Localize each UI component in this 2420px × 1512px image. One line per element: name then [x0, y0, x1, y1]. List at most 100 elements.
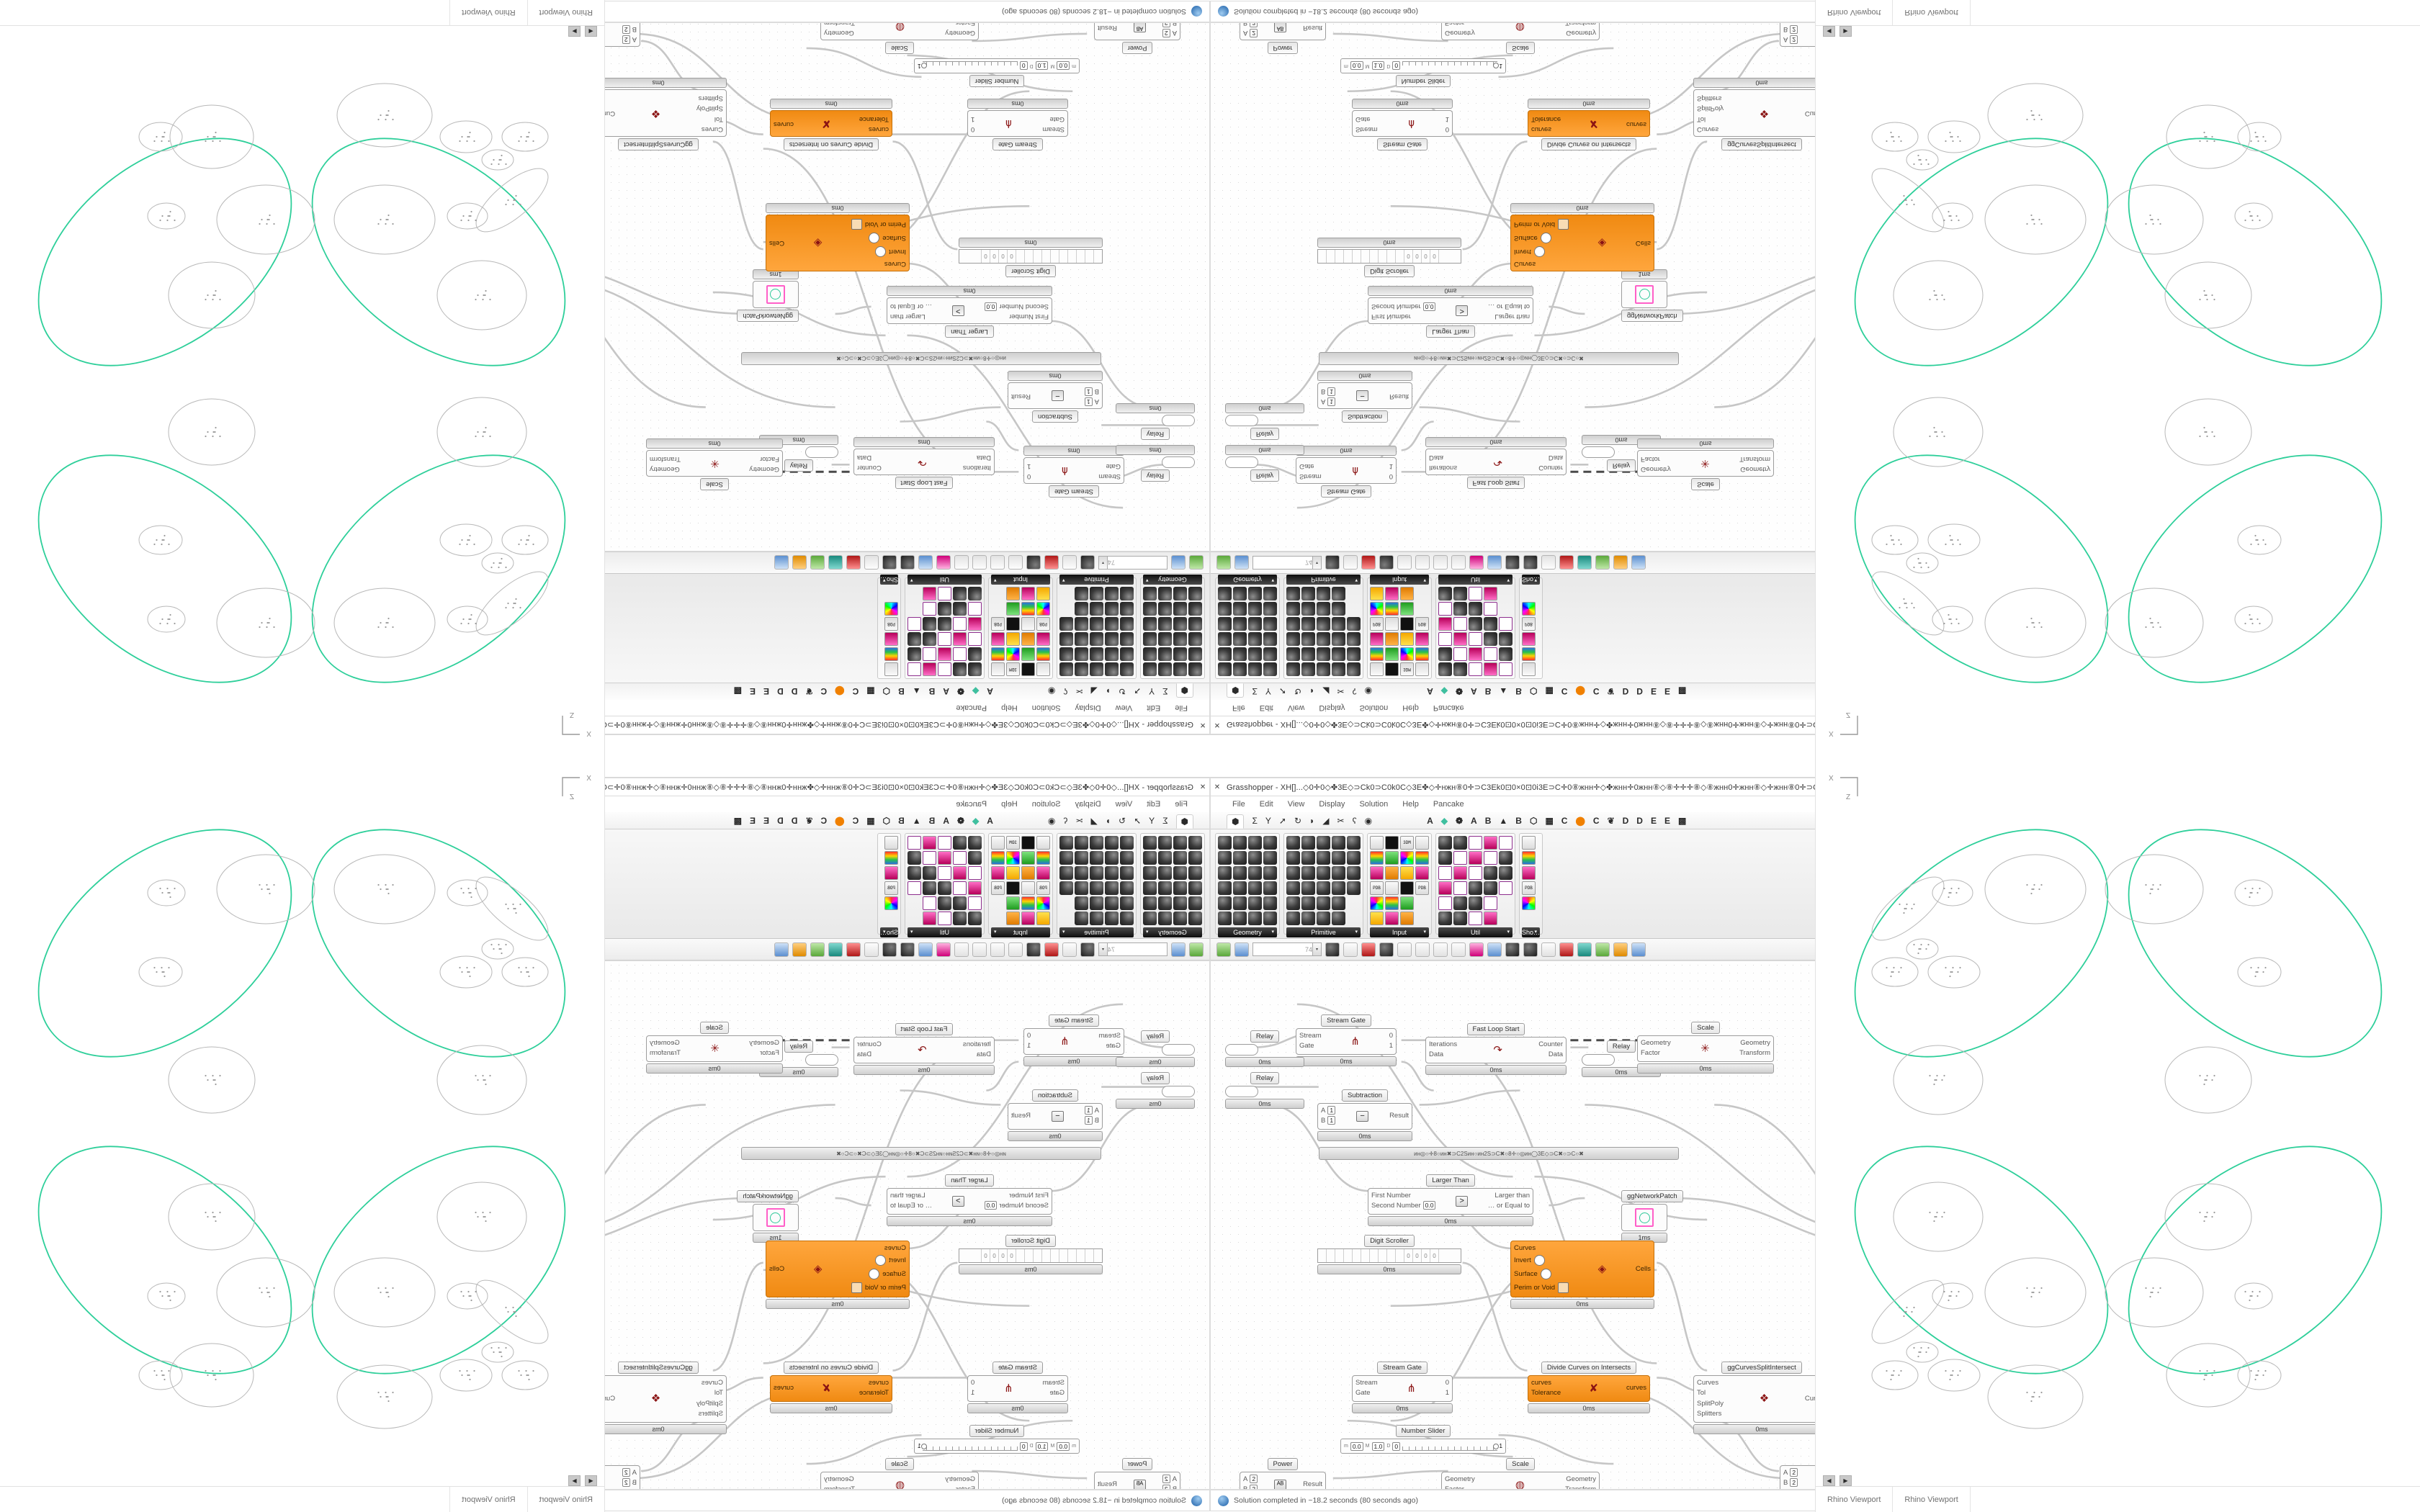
- output-pin[interactable]: Transform: [1565, 1485, 1596, 1490]
- boolean-box-icon[interactable]: [851, 218, 862, 230]
- palette-icon[interactable]: [938, 866, 951, 880]
- document-icon[interactable]: [972, 555, 987, 570]
- palette-icon[interactable]: [1006, 896, 1020, 910]
- palette-icon[interactable]: [1006, 912, 1020, 925]
- pin-value[interactable]: 0.0: [984, 302, 998, 311]
- palette-icon[interactable]: [968, 851, 982, 865]
- menu-item-solution[interactable]: Solution: [1031, 703, 1061, 712]
- input-pin[interactable]: Tolerance: [1531, 1389, 1561, 1398]
- palette-icon[interactable]: [1484, 587, 1497, 600]
- output-pin[interactable]: Result: [1303, 23, 1322, 32]
- viewport-nav-arrows[interactable]: ◀ ▶: [1823, 1475, 1852, 1486]
- ribbon-tab-r0[interactable]: A: [1427, 815, 1433, 826]
- gh-panel[interactable]: ин◎○✛8○ин✖⊃C2Sин○ин2S⊃C✖○8✛○◎ин◯3E◇⊃C✖○⊃…: [1319, 1147, 1679, 1160]
- palette-icon[interactable]: [1332, 851, 1345, 865]
- viewport-tab-0[interactable]: Rhino Viewport: [1816, 1487, 1894, 1512]
- palette-icon[interactable]: [1499, 881, 1512, 895]
- palette-icon[interactable]: [1263, 617, 1277, 631]
- palette-icon[interactable]: [1090, 836, 1103, 850]
- palette-icon[interactable]: [1248, 836, 1262, 850]
- palette-icon[interactable]: [938, 881, 951, 895]
- palette-icon[interactable]: [1347, 866, 1361, 880]
- palette-icon[interactable]: [1218, 587, 1232, 600]
- palette-icon[interactable]: [1059, 617, 1073, 631]
- palette-icon[interactable]: [1438, 587, 1452, 600]
- palette-icon[interactable]: [938, 851, 951, 865]
- palette-icon[interactable]: [991, 836, 1005, 850]
- slider-bound-value[interactable]: 1.0: [1035, 1441, 1049, 1451]
- scroller-digit[interactable]: 0: [1404, 1249, 1413, 1262]
- palette-icon[interactable]: [1173, 912, 1187, 925]
- output-pin[interactable]: Counter: [857, 1040, 882, 1048]
- pin-value[interactable]: 2: [1250, 29, 1258, 37]
- palette-icon[interactable]: [1400, 617, 1414, 631]
- gh-component[interactable]: Relay 0ms: [1116, 1072, 1195, 1109]
- relay-body[interactable]: [1225, 1086, 1258, 1097]
- input-pin[interactable]: curves: [869, 1379, 889, 1387]
- output-pin[interactable]: Geometry: [1566, 29, 1596, 37]
- ribbon-tab-r8[interactable]: ▦: [1545, 686, 1554, 697]
- preview-blue-icon[interactable]: [774, 555, 789, 570]
- output-pin[interactable]: 0: [1389, 472, 1393, 480]
- palette-icon[interactable]: [1301, 602, 1315, 616]
- ribbon-tab-r1[interactable]: ◆: [1440, 815, 1448, 826]
- ribbon-tab-r2[interactable]: ❁: [956, 686, 965, 697]
- relay[interactable]: [805, 446, 838, 458]
- gh-panel[interactable]: ин◎○✛8○ин✖⊃C2Sин○ин2S⊃C✖○8✛○◎ин◯3E◇⊃C✖○⊃…: [741, 1147, 1101, 1160]
- palette-icon[interactable]: PDB: [1522, 881, 1536, 895]
- gh-component[interactable]: Relay 0ms: [1225, 403, 1304, 440]
- palette-icon[interactable]: [1059, 662, 1073, 676]
- ribbon-tab-r0[interactable]: A: [987, 815, 993, 826]
- menu-item-solution[interactable]: Solution: [1359, 703, 1389, 712]
- input-pin[interactable]: B1: [1084, 387, 1099, 396]
- slider-bound-value[interactable]: 1.0: [1371, 1441, 1385, 1451]
- scroller-digit[interactable]: [1353, 1249, 1361, 1262]
- cluster-icon[interactable]: [1505, 555, 1520, 570]
- ribbon-tab-r4[interactable]: B: [928, 686, 936, 697]
- palette-expand-icon[interactable]: ▾: [910, 930, 913, 935]
- palette-icon[interactable]: [1188, 602, 1202, 616]
- open-file-icon[interactable]: [1189, 942, 1204, 957]
- gha-loader-icon[interactable]: [990, 942, 1005, 957]
- palette-icon[interactable]: [1233, 912, 1247, 925]
- input-pin[interactable]: Tolerance: [1531, 114, 1561, 123]
- palette-icon[interactable]: [1370, 602, 1384, 616]
- palette-icon[interactable]: [1006, 866, 1020, 880]
- ribbon-tab-r11[interactable]: C: [820, 815, 828, 826]
- palette-icon[interactable]: [1075, 632, 1088, 646]
- palette-icon[interactable]: [1263, 662, 1277, 676]
- menu-item-file[interactable]: File: [1175, 800, 1188, 809]
- palette-icon[interactable]: [938, 836, 951, 850]
- input-pin[interactable]: Geometry: [749, 1039, 779, 1047]
- ribbon-tab-r8[interactable]: ▦: [866, 815, 875, 826]
- palette-icon[interactable]: [1120, 602, 1134, 616]
- relay-body[interactable]: [1162, 1044, 1195, 1056]
- component-body[interactable]: [1621, 1204, 1667, 1231]
- palette-group-label[interactable]: Geometry ▾: [1143, 927, 1202, 937]
- zoom-extents-icon[interactable]: [1325, 555, 1340, 570]
- viewport-prev-icon[interactable]: ◀: [1823, 26, 1835, 37]
- pin-value[interactable]: 2: [1250, 1485, 1258, 1489]
- palette-icon[interactable]: [1438, 632, 1452, 646]
- output-pin[interactable]: Transform: [1565, 22, 1596, 27]
- palette-icon[interactable]: [1263, 836, 1277, 850]
- gh-component[interactable]: Scale Geometry Factor ◍ Geometry Transform: [1441, 22, 1600, 54]
- palette-icon[interactable]: [1218, 836, 1232, 850]
- at-sign-icon[interactable]: [1397, 555, 1412, 570]
- palette-icon[interactable]: [1317, 587, 1330, 600]
- scroller-digit[interactable]: [1327, 250, 1335, 263]
- palette-icon[interactable]: [1233, 617, 1247, 631]
- ribbon-tab-0[interactable]: ⬢: [1175, 814, 1193, 829]
- ribbon-tab-r14[interactable]: D: [777, 686, 784, 697]
- relay-body[interactable]: [1162, 456, 1195, 468]
- input-pin[interactable]: Perim or Void: [1514, 218, 1569, 230]
- component-body[interactable]: Stream Gate ⋔ 0 1: [1352, 110, 1453, 137]
- palette-icon[interactable]: [1036, 647, 1050, 661]
- shade-white-icon[interactable]: [864, 555, 879, 570]
- palette-icon[interactable]: [1248, 662, 1262, 676]
- palette-icon[interactable]: [1453, 896, 1467, 910]
- viewport-prev-icon[interactable]: ◀: [585, 1475, 597, 1486]
- relay-body[interactable]: [805, 446, 838, 458]
- pin-value[interactable]: 2: [622, 35, 630, 44]
